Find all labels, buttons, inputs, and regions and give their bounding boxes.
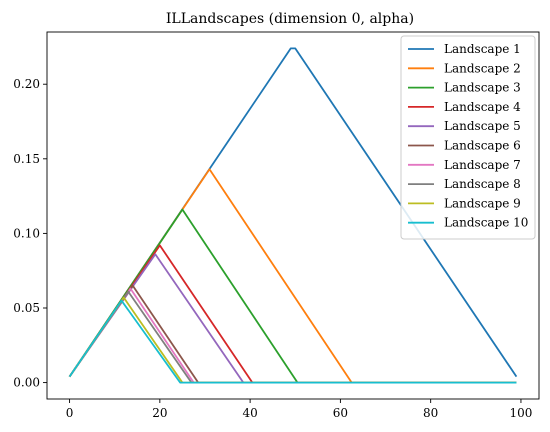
x-tick-label: 0: [66, 406, 74, 420]
x-tick-label: 100: [509, 406, 532, 420]
legend-label-landscape-4: Landscape 4: [444, 100, 521, 114]
series-line-landscape-10: [68, 299, 517, 384]
x-tick-label: 20: [152, 406, 167, 420]
y-tick-label: 0.05: [13, 301, 40, 315]
legend-label-landscape-5: Landscape 5: [444, 119, 521, 133]
x-tick-label: 80: [423, 406, 438, 420]
legend-label-landscape-1: Landscape 1: [444, 42, 521, 56]
legend-label-landscape-9: Landscape 9: [444, 196, 521, 210]
legend-label-landscape-10: Landscape 10: [444, 216, 528, 230]
legend-label-landscape-2: Landscape 2: [444, 61, 521, 75]
axes-layer: 0 20 40 60 80 100 0.00 0.05 0.10 0.15 0.20: [13, 31, 540, 420]
y-tick-label: 0.10: [13, 226, 40, 240]
axes-frame: [46, 31, 540, 400]
y-tick-label: 0.15: [13, 152, 40, 166]
legend-label-landscape-8: Landscape 8: [444, 177, 521, 191]
y-tick-label: 0.00: [13, 376, 40, 390]
chart-title: ILLandscapes (dimension 0, alpha): [166, 11, 414, 27]
y-tick-label: 0.20: [13, 77, 40, 91]
legend-box: [400, 35, 536, 240]
x-tick-label: 40: [242, 406, 257, 420]
legend: Landscape 1 Landscape 2 Landscape 3 Landsca…: [400, 35, 536, 240]
series-layer: [68, 47, 518, 384]
legend-label-landscape-3: Landscape 3: [444, 81, 521, 95]
x-tick-label: 60: [333, 406, 348, 420]
legend-label-landscape-6: Landscape 6: [444, 139, 521, 153]
legend-label-landscape-7: Landscape 7: [444, 158, 521, 172]
